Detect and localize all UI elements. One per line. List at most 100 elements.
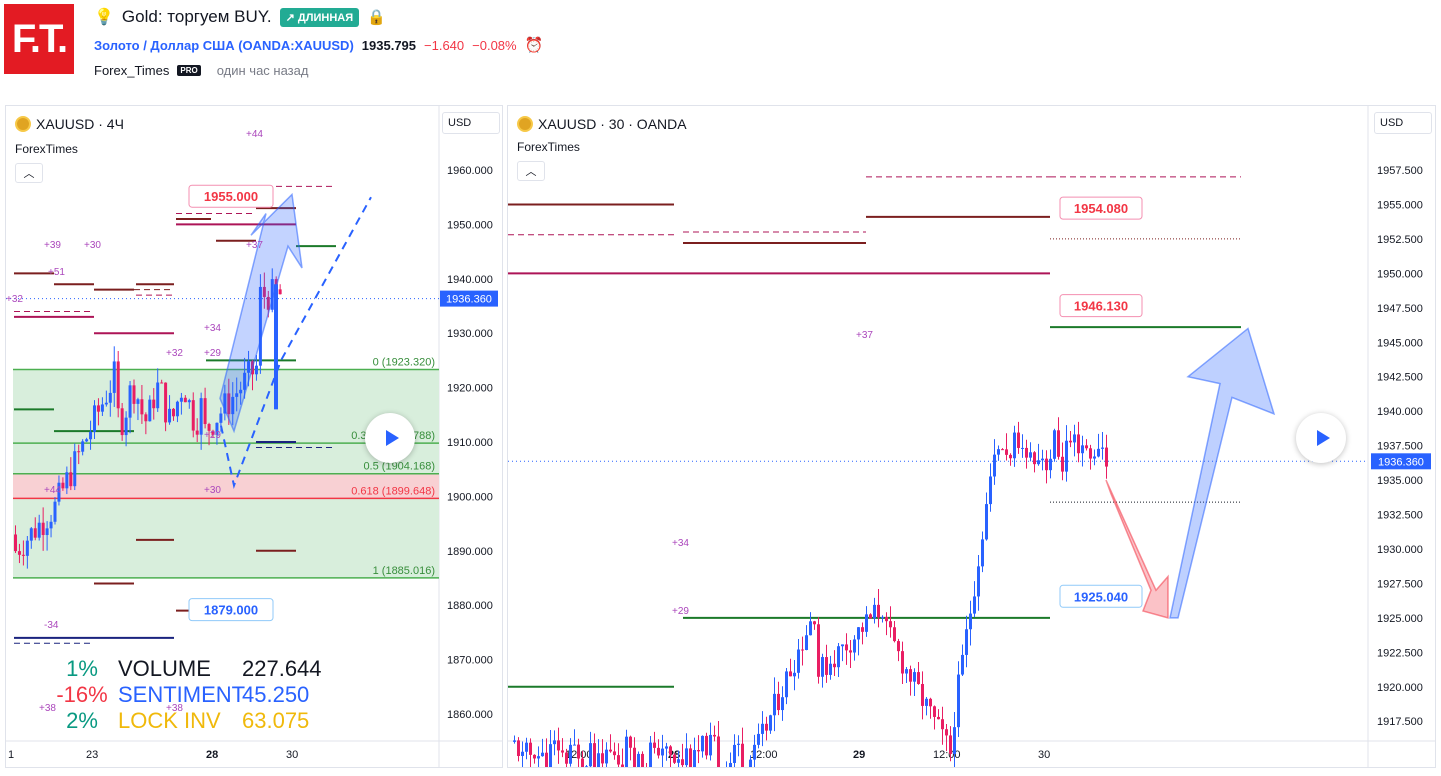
candle-body [77,451,81,453]
candle-body [945,729,948,736]
pip-annotation: +32 [6,294,23,305]
play-icon [385,430,399,446]
alarm-clock-icon[interactable]: ⏰ [524,37,544,54]
price-tick: 1930.000 [447,328,493,340]
pip-annotation: +29 [672,606,689,617]
candle-body [1033,452,1036,465]
candle-body [521,751,524,756]
right-chart-panel[interactable]: 1957.500 1955.000 1952.500 1950.000 1947.500… [507,105,1436,768]
right-play-button[interactable] [1296,413,1346,463]
candle-body [1045,458,1048,471]
candle-body [191,400,195,431]
price-tick: 1917.500 [1377,716,1423,728]
candle-body [665,746,668,749]
candle-body [761,723,764,734]
candle-body [681,759,684,766]
pip-annotation: +30 [84,240,101,251]
candle-body [749,759,752,767]
lockinv-pct: 2% [66,708,98,733]
candle-body [597,753,600,767]
sentiment-stats: 1% VOLUME 227.644 -16% SENTIMENT 45.250 … [46,656,352,734]
right-collapse-button[interactable]: ︿ [517,161,545,181]
volume-value: 227.644 [242,656,322,681]
time-tick: 30 [286,749,298,761]
price-tick: 1890.000 [447,546,493,558]
candle-body [813,621,816,625]
candle-body [973,596,976,614]
pip-annotation: +29 [204,348,221,359]
pip-annotation: +32 [166,348,183,359]
candle-body [589,743,592,767]
symbol-link[interactable]: Золото / Доллар США (OANDA:XAUUSD) [94,37,354,53]
left-collapse-button[interactable]: ︿ [15,163,43,183]
candle-body [797,649,800,673]
candle-body [997,449,1000,455]
candle-body [227,393,231,415]
candle-body [921,683,924,706]
candle-body [905,669,908,674]
price-tick: 1900.000 [447,491,493,503]
candle-body [517,740,520,756]
candle-body [661,748,664,756]
candle-body [533,754,536,759]
pro-badge: PRO [177,65,201,76]
pip-annotation: +37 [856,330,873,341]
candle-body [254,365,258,375]
play-icon [1316,430,1330,446]
price-callout-box [1059,294,1143,318]
candle-body [689,748,692,767]
last-price: 1935.795 [361,37,417,53]
candle-body [633,747,636,767]
left-play-button[interactable] [365,413,415,463]
candle-body [45,528,49,536]
candle-body [37,522,41,538]
candle-body [705,735,708,756]
time-tick: 30 [1038,749,1050,761]
price-callout-box [1059,584,1143,608]
candle-body [961,654,964,675]
price-change-pct: −0.08% [472,37,517,53]
chevron-up-icon: ︿ [525,166,537,178]
candle-body [953,727,956,754]
author-name[interactable]: Forex_Times [94,63,170,78]
candle-body [1069,440,1072,443]
candle-body [757,733,760,745]
candle-body [789,671,792,677]
price-callout: 1954.080 [1074,201,1128,216]
candle-body [183,397,187,403]
candle-body [112,361,116,393]
candle-body [148,399,152,422]
candle-body [709,734,712,756]
left-currency-button[interactable]: USD [442,112,500,134]
candle-body [53,501,57,522]
candle-body [258,286,262,366]
candle-body [1097,448,1100,457]
candle-body [187,400,191,403]
candle-body [677,759,680,763]
candle-body [809,621,812,636]
price-tick: 1930.000 [1377,544,1423,556]
candle-body [657,747,660,756]
candle-body [621,764,624,767]
candle-body [274,284,278,410]
candle-body [649,742,652,767]
projection-path [220,196,372,490]
buy-arrow [1169,327,1276,619]
candle-body [769,715,772,731]
candle-body [1025,447,1028,458]
right-currency-button[interactable]: USD [1374,112,1432,134]
price-tick: 1932.500 [1377,510,1423,522]
fib-label: 0 (1923.320) [373,357,435,369]
right-chart-canvas[interactable]: 1957.500 1955.000 1952.500 1950.000 1947.500… [508,106,1436,768]
candle-body [266,296,270,310]
candle-body [941,719,944,730]
left-chart-source: ForexTimes [15,142,78,156]
candle-body [909,669,912,682]
ft-logo[interactable]: F.T. [4,4,74,74]
time-tick: 28 [206,749,218,761]
candle-body [777,693,780,711]
fib-label: 0.5 (1904.168) [363,461,435,473]
pip-annotation: +38 [166,703,183,714]
left-chart-panel[interactable]: 1960.000 1950.000 1940.000 1930.000 1920.000… [5,105,503,768]
candle-body [1081,445,1084,454]
